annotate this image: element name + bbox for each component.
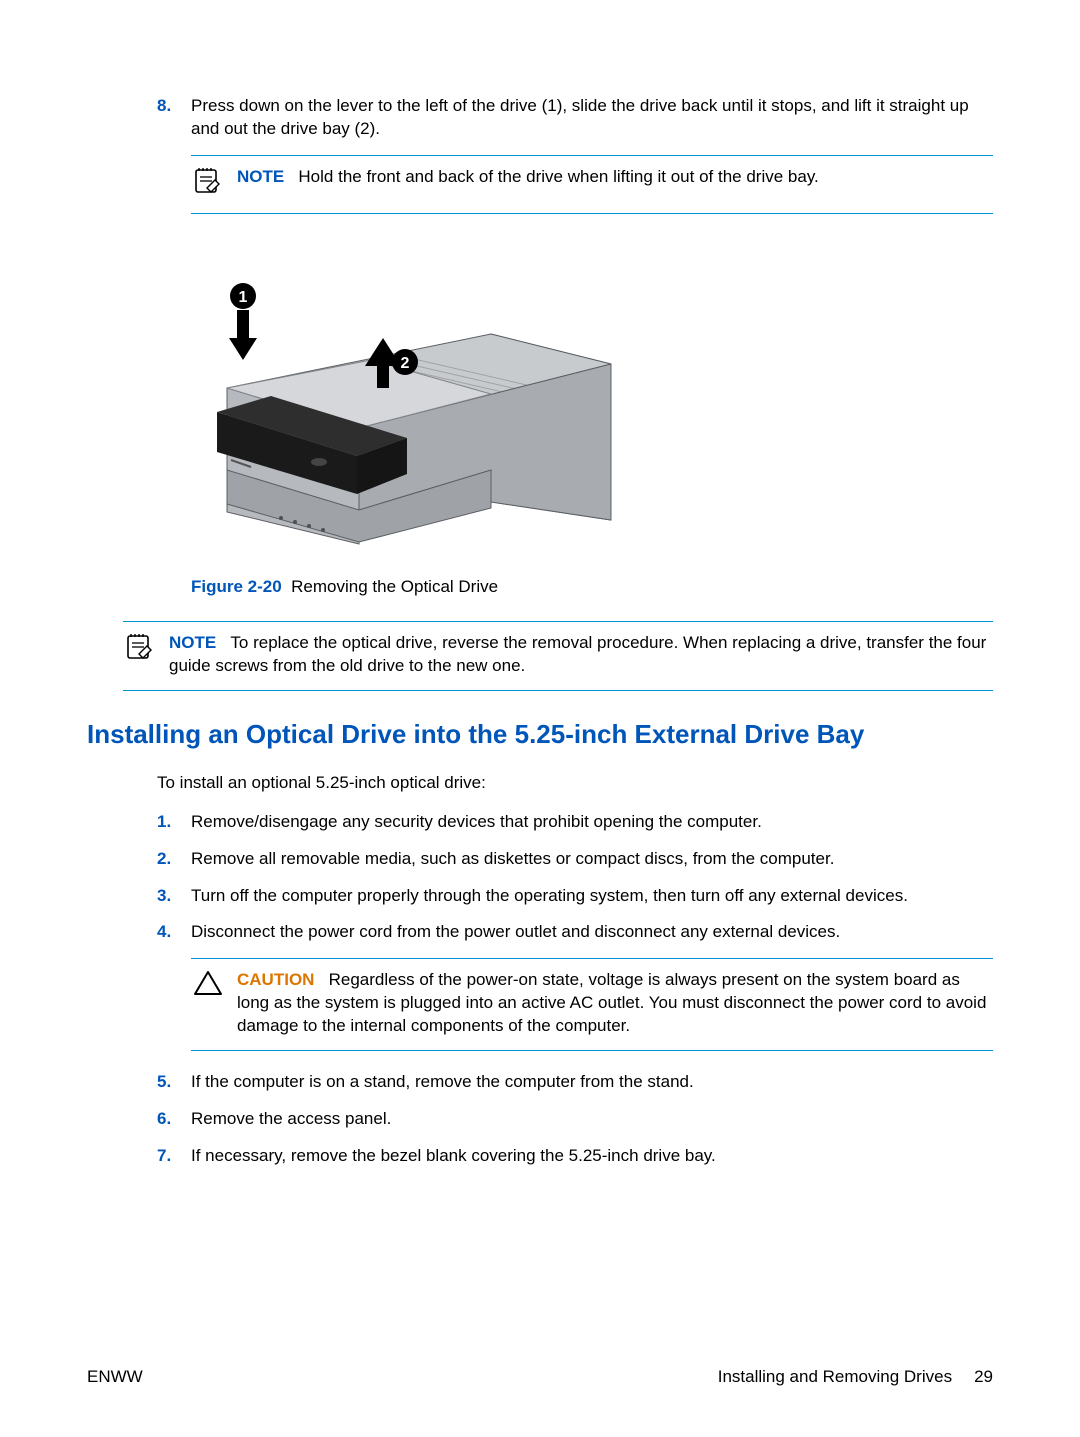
note-callout-2: NOTE To replace the optical drive, rever… [123,621,993,691]
figure-label: Figure 2-20 [191,577,282,596]
step-text: Remove the access panel. [191,1108,391,1131]
list-item: 2. Remove all removable media, such as d… [157,848,993,871]
figure-2-20: 1 2 Figure 2-20 Removing the Optical Dri… [191,260,993,599]
page-content: 8. Press down on the lever to the left o… [87,95,993,1357]
footer-section: Installing and Removing Drives [718,1366,952,1389]
step-number: 8. [157,95,191,141]
intro-text: To install an optional 5.25-inch optical… [157,772,993,795]
caution-icon [191,969,237,1038]
list-item: 5. If the computer is on a stand, remove… [157,1071,993,1094]
section-heading: Installing an Optical Drive into the 5.2… [87,717,993,752]
step-8: 8. Press down on the lever to the left o… [157,95,993,141]
note-icon [191,166,237,201]
caution-callout: CAUTION Regardless of the power-on state… [191,958,993,1051]
install-steps-1: 1. Remove/disengage any security devices… [157,811,993,945]
step-number: 6. [157,1108,191,1131]
note-text: To replace the optical drive, reverse th… [169,633,986,675]
install-steps-2: 5. If the computer is on a stand, remove… [157,1071,993,1168]
step-text: Remove/disengage any security devices th… [191,811,762,834]
list-item: 3. Turn off the computer properly throug… [157,885,993,908]
step-text: Turn off the computer properly through t… [191,885,908,908]
figure-caption-text: Removing the Optical Drive [291,577,498,596]
step-number: 7. [157,1145,191,1168]
page-footer: ENWW Installing and Removing Drives 29 [87,1366,993,1389]
footer-left: ENWW [87,1366,143,1389]
step-text: If necessary, remove the bezel blank cov… [191,1145,716,1168]
step-number: 5. [157,1071,191,1094]
step-text: Press down on the lever to the left of t… [191,95,993,141]
note-icon [123,632,169,678]
figure-caption: Figure 2-20 Removing the Optical Drive [191,576,993,599]
step-text: Remove all removable media, such as disk… [191,848,834,871]
step-number: 3. [157,885,191,908]
note-label: NOTE [169,633,216,652]
figure-image: 1 2 [191,260,619,556]
list-item: 4. Disconnect the power cord from the po… [157,921,993,944]
list-item: 6. Remove the access panel. [157,1108,993,1131]
svg-text:1: 1 [239,289,248,306]
list-item: 7. If necessary, remove the bezel blank … [157,1145,993,1168]
svg-text:2: 2 [401,355,410,372]
step-number: 1. [157,811,191,834]
list-item: 1. Remove/disengage any security devices… [157,811,993,834]
footer-page-number: 29 [974,1366,993,1389]
step-number: 4. [157,921,191,944]
caution-text: Regardless of the power-on state, voltag… [237,970,986,1035]
note-callout-1: NOTE Hold the front and back of the driv… [191,155,993,214]
caution-label: CAUTION [237,970,314,989]
step-number: 2. [157,848,191,871]
note-label: NOTE [237,167,284,186]
step-text: Disconnect the power cord from the power… [191,921,840,944]
note-text: Hold the front and back of the drive whe… [298,167,818,186]
step-text: If the computer is on a stand, remove th… [191,1071,694,1094]
